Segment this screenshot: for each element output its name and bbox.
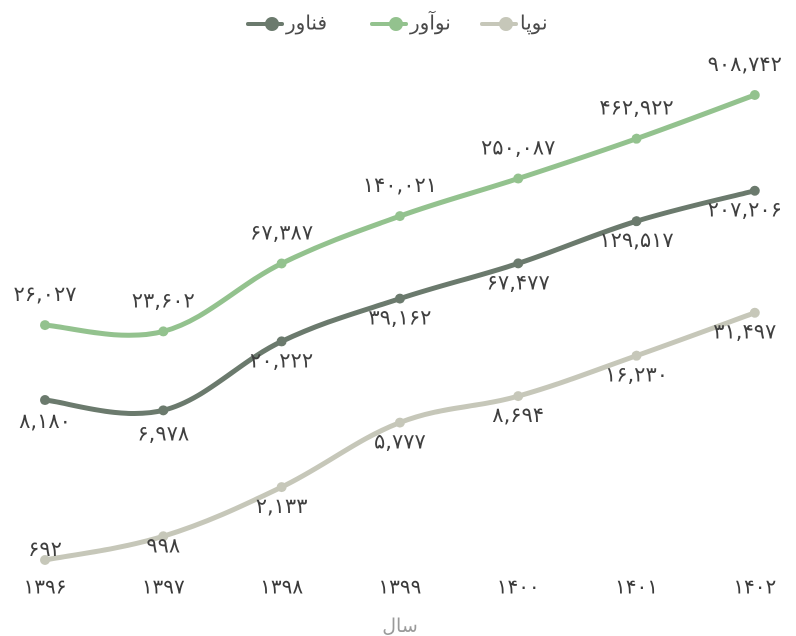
data-label: ۹۰۸,۷۴۲: [708, 52, 782, 76]
data-label: ۴۶۲,۹۲۲: [599, 96, 673, 120]
data-point: [631, 350, 642, 361]
x-axis: ۱۳۹۶ ۱۳۹۷ ۱۳۹۸ ۱۳۹۹ ۱۴۰۰ ۱۴۰۱ ۱۴۰۲: [24, 575, 777, 599]
data-label: ۳۹,۱۶۲: [368, 306, 431, 330]
data-point: [40, 320, 50, 331]
data-label: ۸,۶۹۴: [492, 403, 544, 427]
legend-swatch-marker: [389, 17, 403, 31]
x-tick-label: ۱۴۰۱: [615, 575, 658, 599]
x-tick-label: ۱۴۰۲: [733, 575, 776, 599]
data-point: [749, 90, 760, 100]
data-point: [158, 531, 169, 542]
data-label: ۹۹۸: [146, 533, 180, 557]
data-point: [276, 258, 287, 269]
data-label: ۳۱,۴۹۷: [713, 320, 776, 344]
legend-item: نوآور: [370, 10, 451, 35]
data-label: ۲۰,۲۲۲: [250, 348, 313, 372]
legend-label: فناور: [285, 11, 327, 35]
legend-label: نوآور: [409, 10, 451, 35]
data-label: ۵,۷۷۷: [374, 430, 426, 454]
data-label: ۱۴۰,۰۲۱: [363, 173, 437, 197]
data-point: [40, 395, 50, 406]
series-layer: [40, 90, 760, 565]
data-point: [40, 555, 50, 565]
data-label: ۶۷,۳۸۷: [250, 220, 313, 244]
data-label: ۲۳,۶۰۲: [132, 288, 195, 312]
data-label: ۲,۱۳۳: [256, 494, 308, 518]
data-label: ۶۹۲: [28, 537, 62, 561]
x-tick-label: ۱۴۰۰: [497, 575, 540, 599]
data-point: [276, 336, 287, 347]
x-tick-label: ۱۳۹۷: [142, 575, 185, 599]
legend-label: نوپا: [520, 11, 548, 36]
data-point: [513, 258, 524, 269]
data-point: [158, 326, 169, 337]
data-label: ۲۶,۰۲۷: [13, 282, 76, 306]
legend-item: فناور: [246, 11, 327, 35]
legend-swatch-marker: [265, 17, 279, 31]
data-point: [749, 185, 760, 196]
data-label: ۲۰۷,۲۰۶: [708, 198, 782, 222]
data-point: [513, 173, 524, 184]
data-label: ۶۷,۴۷۷: [487, 270, 550, 294]
x-tick-label: ۱۳۹۸: [260, 575, 303, 599]
data-label: ۱۶,۲۳۰: [605, 363, 668, 387]
data-label: ۱۲۹,۵۱۷: [599, 228, 673, 252]
data-labels: ۶۹۲ ۹۹۸ ۲,۱۳۳ ۵,۷۷۷ ۸,۶۹۴ ۱۶,۲۳۰ ۳۱,۴۹۷ ۸,۱۸۰ ۶,…: [13, 52, 782, 561]
x-axis-title: سال: [382, 615, 418, 636]
x-tick-label: ۱۳۹۶: [24, 575, 67, 599]
legend: فناور نوآور نوپا: [246, 10, 548, 36]
x-tick-label: ۱۳۹۹: [378, 575, 421, 599]
data-point: [276, 482, 287, 493]
series-2: [40, 307, 760, 565]
data-label: ۸,۱۸۰: [19, 409, 71, 433]
data-point: [394, 417, 405, 428]
data-label: ۲۵۰,۰۸۷: [481, 136, 555, 160]
legend-swatch-marker: [499, 17, 513, 31]
series-1: [40, 90, 760, 338]
data-point: [631, 216, 642, 227]
data-label: ۶,۹۷۸: [137, 421, 189, 445]
data-point: [394, 293, 405, 304]
data-point: [631, 133, 642, 144]
series-0: [40, 185, 760, 416]
legend-item: نوپا: [480, 11, 548, 36]
data-point: [394, 211, 405, 222]
data-point: [513, 391, 524, 402]
data-point: [749, 307, 760, 318]
data-point: [158, 405, 169, 416]
